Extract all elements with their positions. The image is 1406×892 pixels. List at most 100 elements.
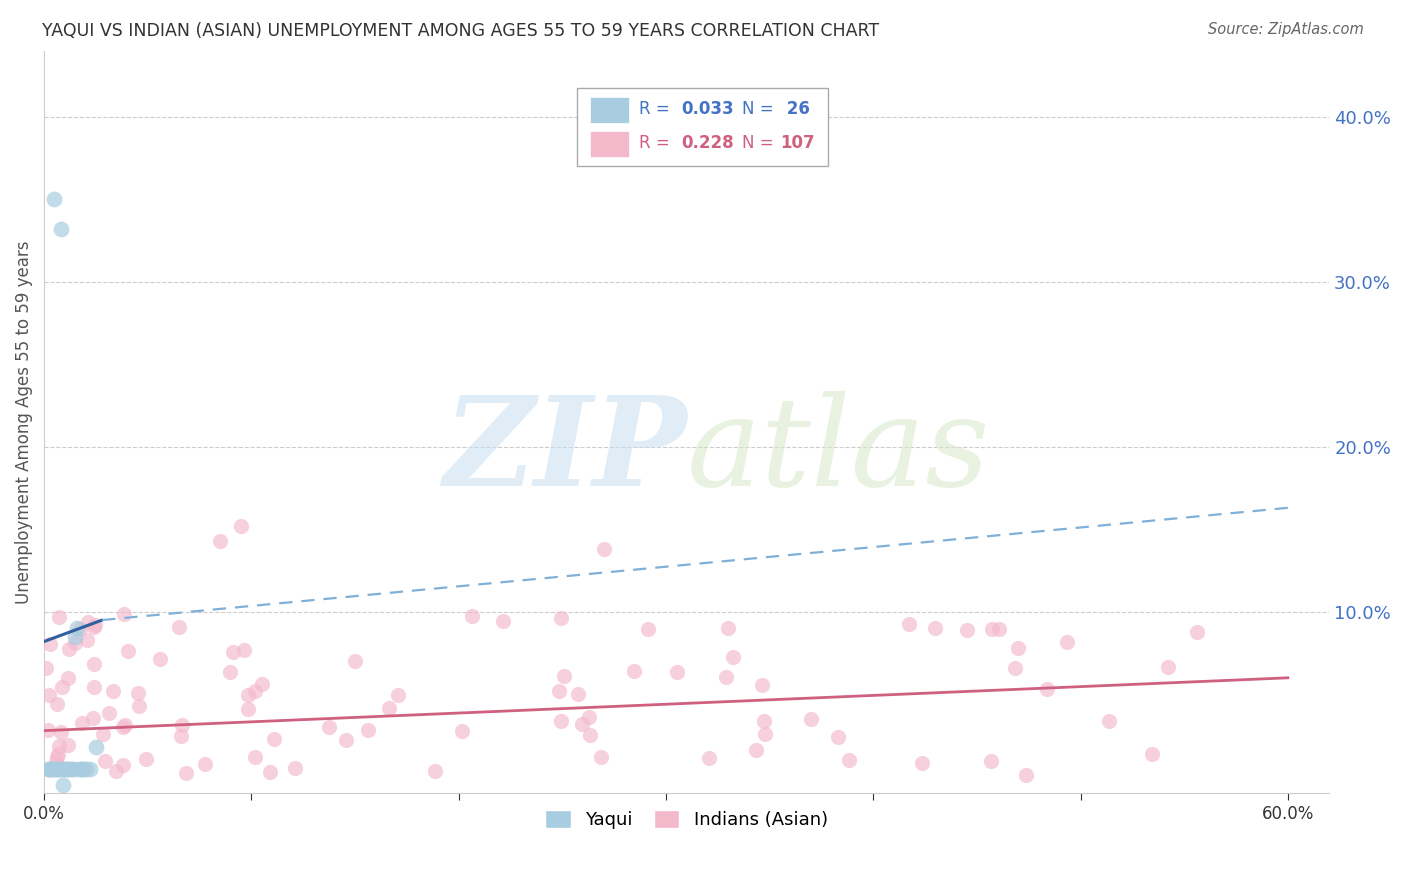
Point: [194, 757, 217, 772]
Point: [41, 762, 63, 776]
Point: [49, 725, 72, 739]
Point: [578, 710, 600, 724]
Point: [665, 665, 688, 680]
Point: [79, 762, 101, 776]
Point: [827, 730, 849, 744]
Point: [149, 652, 172, 666]
Point: [52, 778, 75, 792]
Point: [550, 714, 572, 728]
Text: Source: ZipAtlas.com: Source: ZipAtlas.com: [1208, 22, 1364, 37]
Point: [114, 718, 136, 732]
Point: [98, 706, 121, 720]
Point: [423, 764, 446, 778]
Point: [45, 762, 67, 776]
Point: [1140, 747, 1163, 761]
Point: [135, 752, 157, 766]
Point: [83, 657, 105, 671]
Point: [94, 754, 117, 768]
Point: [46, 747, 69, 761]
Point: [378, 701, 401, 715]
FancyBboxPatch shape: [578, 87, 828, 166]
Point: [170, 718, 193, 732]
Point: [111, 720, 134, 734]
Point: [39, 762, 62, 776]
Point: [263, 732, 285, 747]
Point: [911, 756, 934, 770]
Point: [39, 762, 62, 776]
Point: [259, 764, 281, 779]
Y-axis label: Unemployment Among Ages 55 to 59 years: Unemployment Among Ages 55 to 59 years: [15, 240, 32, 604]
Point: [53, 762, 76, 776]
Point: [83, 617, 105, 632]
Point: [38, 637, 60, 651]
Point: [91, 727, 114, 741]
Point: [800, 712, 823, 726]
Point: [553, 669, 575, 683]
Point: [112, 607, 135, 621]
Point: [82, 711, 104, 725]
Text: atlas: atlas: [686, 391, 990, 513]
Point: [60, 762, 83, 776]
Point: [579, 728, 602, 742]
Point: [233, 642, 256, 657]
Point: [637, 622, 659, 636]
Point: [35, 660, 58, 674]
Point: [1157, 660, 1180, 674]
Point: [72, 762, 94, 776]
Point: [63, 763, 86, 777]
Point: [754, 727, 776, 741]
Point: [343, 654, 366, 668]
Point: [751, 678, 773, 692]
Point: [37, 762, 59, 776]
Point: [1004, 661, 1026, 675]
Point: [1098, 714, 1121, 728]
Text: YAQUI VS INDIAN (ASIAN) UNEMPLOYMENT AMONG AGES 55 TO 59 YEARS CORRELATION CHART: YAQUI VS INDIAN (ASIAN) UNEMPLOYMENT AMO…: [42, 22, 879, 40]
Point: [128, 699, 150, 714]
Point: [52, 762, 75, 776]
Point: [1014, 768, 1036, 782]
Point: [69, 622, 91, 636]
Point: [550, 611, 572, 625]
Point: [76, 633, 98, 648]
Text: 26: 26: [780, 100, 810, 118]
Point: [58, 762, 80, 776]
Point: [44, 192, 66, 206]
Point: [284, 761, 307, 775]
Point: [571, 716, 593, 731]
Point: [222, 645, 245, 659]
Point: [236, 702, 259, 716]
Text: N =: N =: [742, 100, 779, 118]
Point: [387, 688, 409, 702]
Point: [897, 617, 920, 632]
Text: N =: N =: [742, 134, 779, 153]
Point: [45, 762, 67, 776]
Point: [924, 621, 946, 635]
FancyBboxPatch shape: [591, 97, 628, 123]
Point: [623, 664, 645, 678]
Point: [167, 620, 190, 634]
Point: [58, 738, 80, 752]
Point: [67, 762, 90, 776]
Point: [170, 729, 193, 743]
Point: [46, 697, 69, 711]
Point: [37, 723, 59, 738]
Point: [236, 689, 259, 703]
Point: [721, 650, 744, 665]
Text: R =: R =: [640, 134, 675, 153]
Point: [209, 533, 232, 548]
Point: [46, 749, 69, 764]
Point: [49, 222, 72, 236]
Point: [63, 636, 86, 650]
Point: [451, 723, 474, 738]
Point: [243, 683, 266, 698]
Text: R =: R =: [640, 100, 675, 118]
Point: [45, 756, 67, 770]
Point: [492, 614, 515, 628]
Point: [243, 750, 266, 764]
Point: [76, 615, 98, 629]
Point: [70, 762, 93, 776]
Point: [63, 630, 86, 644]
Point: [1007, 641, 1029, 656]
Point: [229, 519, 252, 533]
Text: ZIP: ZIP: [443, 391, 686, 513]
